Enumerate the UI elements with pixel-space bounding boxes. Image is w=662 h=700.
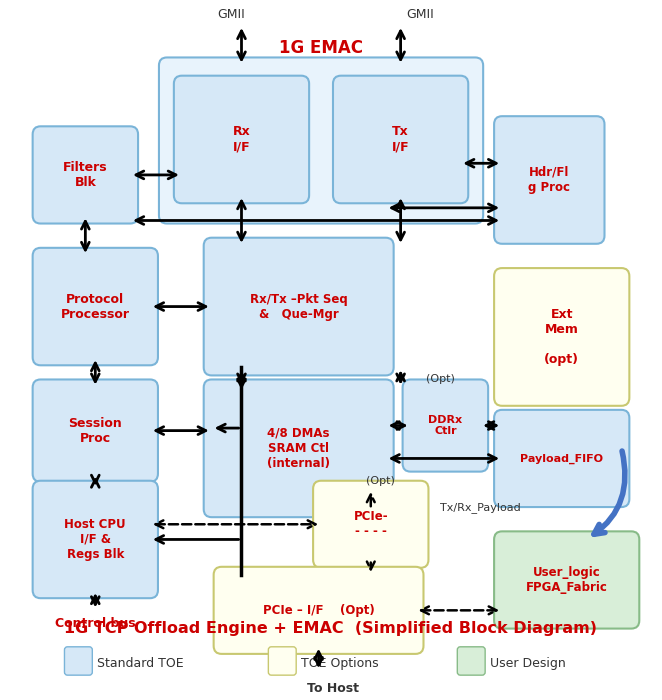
Text: Control bus: Control bus bbox=[55, 617, 136, 630]
FancyBboxPatch shape bbox=[494, 410, 630, 507]
FancyBboxPatch shape bbox=[494, 531, 639, 629]
Text: User_logic
FPGA_Fabric: User_logic FPGA_Fabric bbox=[526, 566, 608, 594]
FancyBboxPatch shape bbox=[32, 126, 138, 223]
Text: 1G EMAC: 1G EMAC bbox=[279, 39, 363, 57]
Text: Tx/Rx_Payload: Tx/Rx_Payload bbox=[440, 502, 520, 512]
FancyBboxPatch shape bbox=[494, 116, 604, 244]
Text: (Opt): (Opt) bbox=[426, 374, 455, 384]
Text: Ext
Mem

(opt): Ext Mem (opt) bbox=[544, 308, 579, 366]
FancyBboxPatch shape bbox=[64, 647, 92, 676]
Text: Tx
I/F: Tx I/F bbox=[392, 125, 409, 153]
Text: Host CPU
I/F &
Regs Blk: Host CPU I/F & Regs Blk bbox=[64, 518, 126, 561]
Text: GMII: GMII bbox=[218, 8, 246, 21]
FancyBboxPatch shape bbox=[159, 57, 483, 223]
FancyBboxPatch shape bbox=[204, 379, 394, 517]
FancyBboxPatch shape bbox=[494, 268, 630, 406]
Text: TOE Options: TOE Options bbox=[301, 657, 379, 669]
Text: Standard TOE: Standard TOE bbox=[97, 657, 184, 669]
FancyBboxPatch shape bbox=[204, 238, 394, 375]
Text: PCIe-
- - - -: PCIe- - - - - bbox=[354, 510, 388, 538]
Text: Rx/Tx –Pkt Seq
&   Que-Mgr: Rx/Tx –Pkt Seq & Que-Mgr bbox=[250, 293, 348, 321]
FancyBboxPatch shape bbox=[313, 481, 428, 568]
FancyBboxPatch shape bbox=[214, 567, 424, 654]
Text: Filters
Blk: Filters Blk bbox=[63, 161, 108, 189]
FancyBboxPatch shape bbox=[32, 248, 158, 365]
FancyBboxPatch shape bbox=[268, 647, 296, 676]
Text: 1G TCP Offload Engine + EMAC  (Simplified Block Diagram): 1G TCP Offload Engine + EMAC (Simplified… bbox=[64, 621, 598, 636]
Text: Session
Proc: Session Proc bbox=[68, 416, 122, 444]
Text: Rx
I/F: Rx I/F bbox=[232, 125, 250, 153]
Text: PCIe – I/F    (Opt): PCIe – I/F (Opt) bbox=[263, 604, 375, 617]
FancyBboxPatch shape bbox=[333, 76, 468, 203]
Text: GMII: GMII bbox=[406, 8, 434, 21]
FancyBboxPatch shape bbox=[32, 379, 158, 482]
Text: To Host: To Host bbox=[307, 682, 359, 695]
Text: User Design: User Design bbox=[490, 657, 566, 669]
FancyBboxPatch shape bbox=[32, 481, 158, 598]
Text: Payload_FIFO: Payload_FIFO bbox=[520, 454, 603, 463]
Text: (Opt): (Opt) bbox=[366, 476, 395, 486]
Text: Protocol
Processor: Protocol Processor bbox=[61, 293, 130, 321]
FancyBboxPatch shape bbox=[457, 647, 485, 676]
Text: 4/8 DMAs
SRAM Ctl
(internal): 4/8 DMAs SRAM Ctl (internal) bbox=[267, 427, 330, 470]
Text: Hdr/Fl
g Proc: Hdr/Fl g Proc bbox=[528, 166, 570, 194]
Text: DDRx
Ctlr: DDRx Ctlr bbox=[428, 414, 463, 436]
FancyBboxPatch shape bbox=[402, 379, 488, 472]
FancyBboxPatch shape bbox=[174, 76, 309, 203]
